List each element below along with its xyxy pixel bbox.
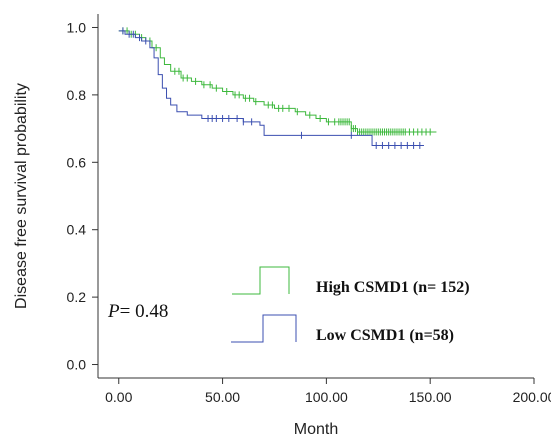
p-value-text: = 0.48 bbox=[120, 301, 169, 322]
legend-symbol-low bbox=[231, 314, 297, 343]
y-tick-label: 1.0 bbox=[67, 19, 87, 35]
x-tick-label: 200.00 bbox=[513, 389, 551, 405]
legend-label-low: Low CSMD1 (n=58) bbox=[316, 327, 454, 344]
series-line-low bbox=[118, 30, 424, 146]
y-axis-title: Disease free survival probability bbox=[13, 83, 30, 309]
legend-symbol-high bbox=[232, 266, 290, 295]
x-tick-label: 150.00 bbox=[409, 389, 452, 405]
y-ticks: 0.0 0.2 0.4 0.6 0.8 1.0 bbox=[67, 19, 98, 373]
p-value-annotation: P= 0.48 bbox=[107, 301, 168, 322]
p-italic: P bbox=[107, 301, 120, 322]
legend: High CSMD1 (n= 152) Low CSMD1 (n=58) bbox=[231, 266, 470, 344]
y-tick-label: 0.0 bbox=[67, 357, 87, 373]
x-axis-title: Month bbox=[294, 421, 338, 438]
y-tick-label: 0.8 bbox=[67, 87, 87, 103]
y-tick-label: 0.2 bbox=[67, 289, 87, 305]
y-tick-label: 0.6 bbox=[67, 154, 87, 170]
series bbox=[118, 27, 437, 149]
x-tick-label: 0.00 bbox=[105, 389, 132, 405]
series-line-high bbox=[118, 30, 437, 133]
axes bbox=[97, 14, 534, 379]
x-tick-label: 50.00 bbox=[205, 389, 240, 405]
legend-label-high: High CSMD1 (n= 152) bbox=[316, 279, 470, 296]
x-tick-label: 100.00 bbox=[305, 389, 348, 405]
x-ticks: 0.00 50.00 100.00 150.00 200.00 bbox=[105, 378, 551, 405]
y-tick-label: 0.4 bbox=[67, 222, 87, 238]
